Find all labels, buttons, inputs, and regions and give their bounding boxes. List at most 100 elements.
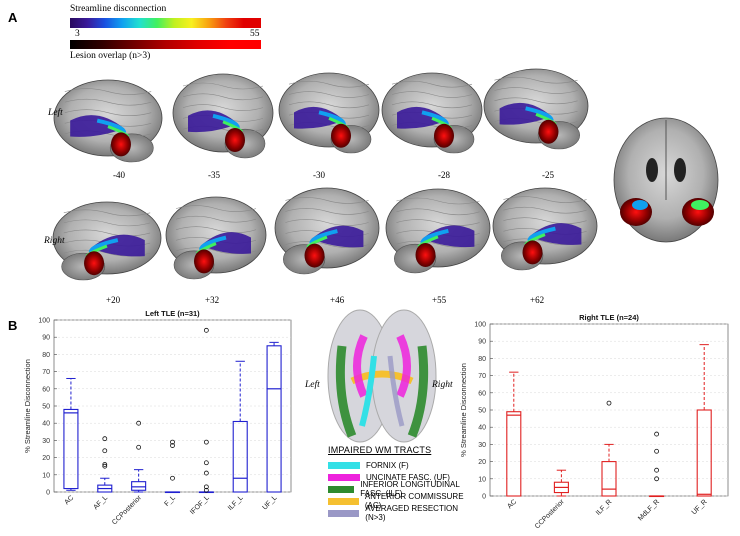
chart-title: Left TLE (n=31) — [145, 309, 200, 318]
legend-swatch — [328, 461, 360, 469]
outlier-point — [606, 400, 612, 406]
box-ilf-l — [232, 360, 248, 493]
sagittal-slice — [492, 187, 598, 271]
iqr-box — [232, 420, 248, 493]
y-tick-label: 60 — [42, 386, 50, 393]
disconnection-tract — [499, 102, 552, 125]
outlier-point — [102, 463, 108, 469]
sulcus — [396, 208, 480, 216]
coronal-slice — [613, 117, 719, 243]
fornix-tract — [359, 355, 377, 427]
y-tick-label: 80 — [478, 356, 486, 363]
ilf-right-tract — [407, 345, 429, 438]
lesion-colorbar — [70, 40, 261, 49]
disconnection-tract — [529, 223, 582, 245]
slice-label: +62 — [530, 295, 545, 305]
sagittal-slice — [52, 201, 162, 281]
y-tick-label: 50 — [478, 408, 486, 415]
slice-label: -40 — [113, 170, 125, 180]
y-tick-label: 10 — [42, 472, 50, 479]
y-tick-label: 90 — [42, 335, 50, 342]
sulcus — [494, 87, 578, 94]
sulcus — [285, 197, 369, 204]
box-ac — [506, 371, 522, 497]
sulcus — [63, 229, 151, 237]
iqr-box — [601, 461, 617, 497]
box-ac — [63, 377, 79, 491]
sulcus — [285, 208, 369, 215]
sulcus — [182, 82, 264, 90]
sulcus — [503, 206, 587, 214]
y-tick-label: 80 — [42, 352, 50, 359]
y-tick-label: 0 — [46, 490, 50, 497]
y-axis-label: % Streamline Disconnection — [459, 363, 468, 457]
legend-item-uncinate: Uncinate fasc. (UF) — [328, 471, 478, 483]
legend-label: Inferior longitudinal fasc. (ILF) — [360, 480, 460, 498]
right-tle-boxplot: 0 10 20 30 40 50 60 70 80 90 100 Right TLE (n=24) % … — [459, 313, 729, 530]
streamline-colorbar — [70, 18, 261, 28]
disconnection-tract — [294, 106, 344, 129]
outlier-point — [654, 448, 659, 454]
sulcus — [182, 93, 264, 101]
legend-swatch — [328, 497, 359, 505]
panel-a-letter: A — [8, 10, 18, 25]
x-tick-label: UF_L — [261, 494, 278, 511]
outlier-point — [654, 476, 659, 482]
sulcus — [63, 209, 151, 217]
y-tick-label: 70 — [42, 369, 50, 376]
outlier-point — [203, 470, 209, 476]
disconnection-tract — [188, 110, 238, 133]
legend-label: Averaged resection (n>3) — [365, 504, 459, 522]
sulcus — [494, 97, 578, 105]
legend-title: Impaired WM tracts — [328, 445, 432, 455]
box-ilf-r — [601, 400, 617, 497]
y-tick-label: 10 — [478, 476, 486, 483]
y-tick-label: 50 — [42, 404, 50, 411]
y-tick-label: 100 — [474, 322, 486, 329]
sulcus — [64, 109, 152, 117]
sagittal-slice — [274, 187, 380, 275]
box-mdlf-r — [649, 431, 665, 498]
sagittal-slice — [53, 79, 163, 163]
sulcus — [288, 91, 370, 98]
legend-label: Anterior commissure (AC) — [364, 492, 464, 510]
legend-swatch — [328, 509, 360, 517]
disconnection-tract — [632, 200, 648, 210]
disconnection-tract — [90, 234, 145, 257]
iqr-box — [506, 411, 522, 497]
sulcus — [288, 101, 370, 109]
y-axis-label: % Streamline Disconnection — [23, 359, 32, 453]
lesion-overlap — [538, 119, 559, 144]
lesion-overlap — [225, 128, 245, 152]
outlier-point — [203, 484, 209, 490]
y-tick-label: 0 — [482, 494, 486, 501]
resection-area — [387, 355, 405, 427]
disconnection-tract — [527, 226, 556, 242]
disconnection-tract — [525, 106, 554, 121]
disconnection-tract — [212, 113, 240, 129]
y-tick-label: 60 — [478, 390, 486, 397]
panel-b-left-label: Left — [305, 380, 320, 390]
streamline-colorbar-max: 55 — [250, 29, 260, 39]
sagittal-slice — [385, 188, 491, 274]
x-tick-label: AC — [64, 494, 76, 506]
streamline-colorbar-label: Streamline disconnection — [70, 4, 167, 14]
lesion-overlap — [304, 243, 325, 268]
slice-label: -28 — [438, 170, 450, 180]
legend-swatch — [328, 473, 360, 481]
sulcus — [396, 219, 480, 226]
outlier-point — [170, 443, 175, 448]
disconnection-tract — [397, 106, 447, 129]
sulcus — [175, 226, 257, 234]
outlier-point — [102, 462, 108, 467]
y-tick-label: 20 — [478, 459, 486, 466]
sulcus — [175, 205, 257, 212]
box-uf-r — [696, 344, 712, 497]
lesion-overlap — [110, 132, 131, 157]
x-tick-label: AC — [506, 498, 518, 510]
sulcus — [503, 217, 587, 225]
outlier-point — [136, 444, 142, 450]
sulcus — [391, 80, 473, 88]
box-ccposterior — [131, 420, 147, 493]
